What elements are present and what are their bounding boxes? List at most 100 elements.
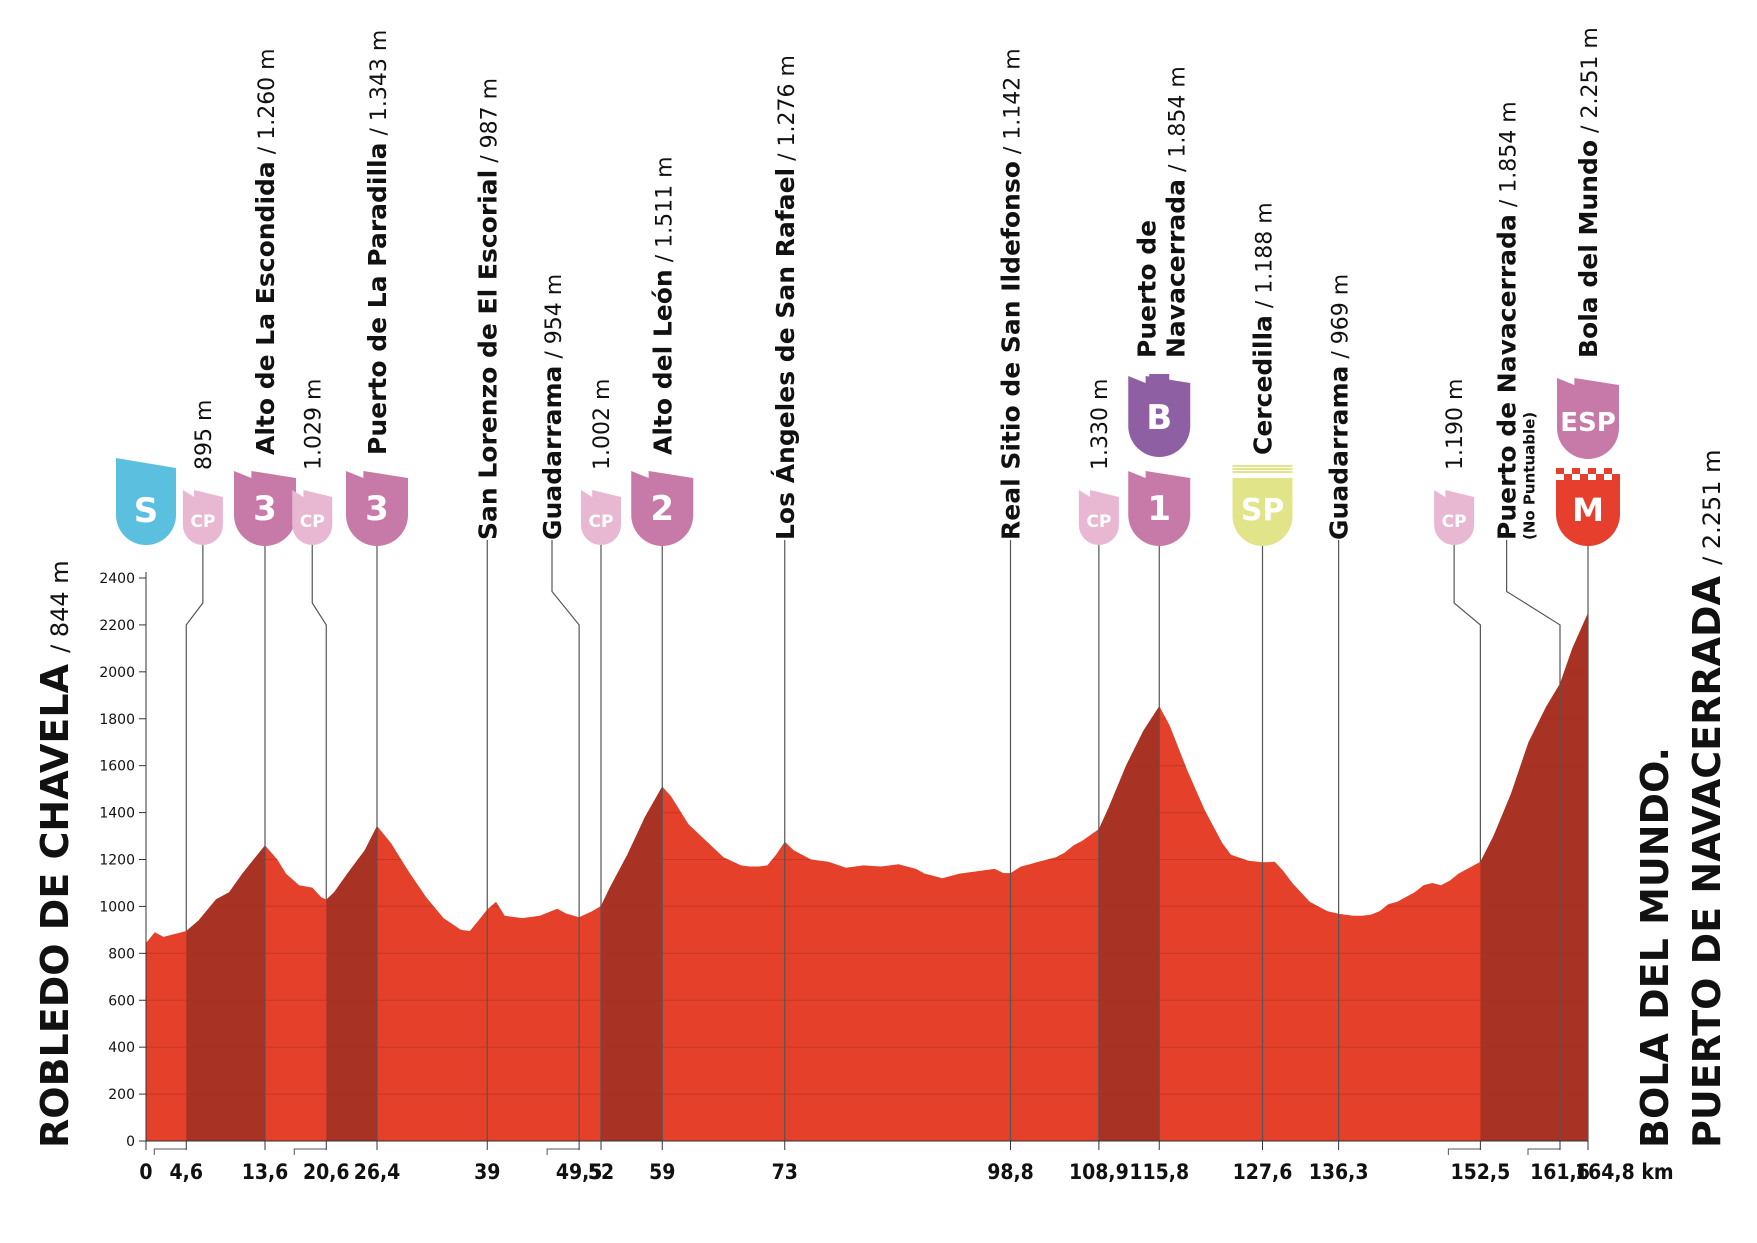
badge-cp-11-cap — [1078, 490, 1119, 497]
waypoint-name-14: Guadarrama — [1325, 366, 1354, 540]
waypoint-sub-16: (No Puntuable) — [1521, 412, 1539, 540]
climb-section-2 — [601, 786, 663, 1141]
badge-sp-stripe-1 — [1232, 468, 1293, 470]
x-tick-label-98.8: 98,8 — [987, 1160, 1034, 1184]
waypoint-label-14: Guadarrama / 969 m — [1325, 274, 1354, 540]
y-tick-label-800: 800 — [108, 946, 135, 962]
waypoint-alt-2: / 1.260 m — [255, 48, 280, 154]
waypoint-labels: 895 m Alto de La Escondida / 1.260 m 1.029 … — [192, 27, 1603, 540]
y-tick-label-1600: 1600 — [99, 759, 135, 775]
badge2-shield-17-body — [1557, 385, 1619, 459]
climb-section-1 — [326, 826, 377, 1141]
badge-cat-2-text: 3 — [253, 489, 277, 529]
badge-cat-2: 3 — [234, 471, 296, 546]
y-tick-label-600: 600 — [108, 993, 135, 1009]
x-tick-label-4.6: 4,6 — [170, 1160, 203, 1184]
waypoint-name-17: Bola del Mundo — [1574, 140, 1603, 358]
finish-line2-name: PUERTO DE NAVACERRADA — [1685, 575, 1729, 1148]
y-tick-label-0: 0 — [126, 1134, 135, 1150]
waypoint-name-8: Alto del León — [648, 269, 677, 455]
waypoint-label-4: Puerto de La Paradilla / 1.343 m — [363, 30, 392, 455]
badge-cp-7-body — [581, 497, 621, 545]
leader-line-16 — [1506, 540, 1561, 1141]
waypoint-name-13: Cercedilla — [1249, 315, 1278, 455]
y-tick-label-200: 200 — [108, 1087, 135, 1103]
badge-sp-13 — [1232, 465, 1293, 473]
badge-cat-8-cap — [631, 471, 694, 478]
y-tick-label-2400: 2400 — [99, 571, 135, 587]
leader-bracket-6 — [546, 1148, 580, 1155]
waypoint-label-5: San Lorenzo de El Escorial / 987 m — [473, 78, 502, 540]
waypoint-alt-6: / 954 m — [542, 274, 567, 359]
badge-cat-4-text: 3 — [365, 489, 389, 529]
badge2-shield-17-text: ESP — [1560, 408, 1616, 438]
leader-line-15 — [1453, 540, 1481, 862]
x-tick-label-127.6: 127,6 — [1233, 1160, 1293, 1184]
waypoint-label-13: Cercedilla / 1.188 m — [1249, 202, 1278, 455]
badge-cp-7-cap — [581, 490, 621, 497]
y-tick-label-1200: 1200 — [99, 853, 135, 869]
waypoint-alt-5: / 987 m — [477, 78, 502, 163]
y-tick-label-2000: 2000 — [99, 665, 135, 681]
finish-line2-label: PUERTO DE NAVACERRADA / 2.251 m — [1685, 449, 1729, 1148]
badge-cp-3-body — [292, 497, 333, 545]
finish-check-1-7 — [1612, 474, 1620, 480]
start-badge: S — [116, 458, 176, 545]
x-axis: 0 4,6 13,6 20,6 26,4 39 49,552 59 73 98,8 108,9 115… — [139, 1140, 1674, 1184]
x-tick-label-108.9: 108,9 — [1069, 1160, 1129, 1184]
x-tick-label-152.5: 152,5 — [1450, 1160, 1510, 1184]
badge-sp-shield-13-body — [1232, 478, 1293, 546]
badge-cat-8: 2 — [631, 471, 694, 546]
waypoint-label-16: Puerto de Navacerrada / 1.854 m — [1493, 101, 1522, 540]
badge-m-shield-17-body — [1556, 480, 1620, 546]
waypoint-label-2: Alto de La Escondida / 1.260 m — [251, 48, 280, 455]
badge-cp-7: CP — [581, 490, 621, 545]
badge-m-shield-17-text: M — [1572, 491, 1604, 529]
badge-cp-1: CP — [182, 490, 223, 545]
finish-altitude: / 2.251 m — [1698, 449, 1726, 564]
badge-cat-8-body — [631, 478, 694, 546]
x-tick-label-59: 59 — [649, 1160, 675, 1184]
badge-cat-12-text: 1 — [1147, 489, 1171, 529]
start-badge-body — [116, 468, 176, 545]
waypoint-alt-1: 895 m — [192, 400, 217, 470]
elevation-profile — [146, 613, 1588, 1141]
waypoint-alt-3: 1.029 m — [301, 379, 326, 470]
x-tick-label-164.8: 164,8 km — [1575, 1160, 1674, 1184]
badge-sp-shield-13: SP — [1232, 478, 1293, 546]
start-town-altitude: / 844 m — [46, 560, 74, 653]
x-tick-label-39: 39 — [474, 1160, 500, 1184]
waypoint-name-9: Los Ángeles de San Rafael — [771, 168, 800, 540]
badge-cat-8-text: 2 — [650, 489, 674, 529]
badge-sp-stripe-0 — [1232, 465, 1293, 467]
waypoint-leader-lines — [153, 540, 1589, 1155]
waypoint-alt-7: 1.002 m — [590, 379, 615, 470]
waypoint-label-6: Guadarrama / 954 m — [538, 274, 567, 540]
badge2-12 — [1149, 374, 1170, 382]
badge-cp-15: CP — [1434, 490, 1475, 545]
climb-section-0 — [186, 845, 265, 1141]
badge-cat-4: 3 — [346, 471, 408, 546]
badge-cat-2-cap — [234, 471, 296, 478]
badge-cat-12: 1 — [1128, 471, 1191, 546]
x-tick-label-49.5: 49,5 — [556, 1160, 603, 1184]
badge-cp-7-text: CP — [589, 512, 614, 532]
waypoint-alt-9: / 1.276 m — [775, 55, 800, 161]
waypoint-name-16: Puerto de Navacerrada — [1493, 214, 1522, 540]
badge-cp-1-body — [182, 497, 223, 545]
badge-cat-4-cap — [346, 471, 408, 478]
badge-cp-11-text: CP — [1086, 512, 1111, 532]
waypoint-name-10: Real Sitio de San Ildefonso — [997, 161, 1026, 540]
waypoint-badges: S CP 3 CP 3 CP 2 CP 1 B SP CP M ESP — [116, 374, 1620, 546]
badge-m-shield-17: M — [1556, 480, 1620, 546]
waypoint-name-4: Puerto de La Paradilla — [363, 143, 392, 456]
badge-cp-15-body — [1434, 497, 1475, 545]
waypoint-name-2: Alto de La Escondida — [251, 161, 280, 455]
waypoint-name2-12: Navacerrada — [1161, 179, 1190, 358]
x-tick-label-20.6: 20,6 — [303, 1160, 350, 1184]
x-tick-label-13.6: 13,6 — [242, 1160, 289, 1184]
y-tick-label-2200: 2200 — [99, 618, 135, 634]
finish-check-0-2 — [1572, 468, 1580, 474]
finish-check-0-6 — [1604, 468, 1612, 474]
leader-bracket-3 — [293, 1148, 327, 1155]
